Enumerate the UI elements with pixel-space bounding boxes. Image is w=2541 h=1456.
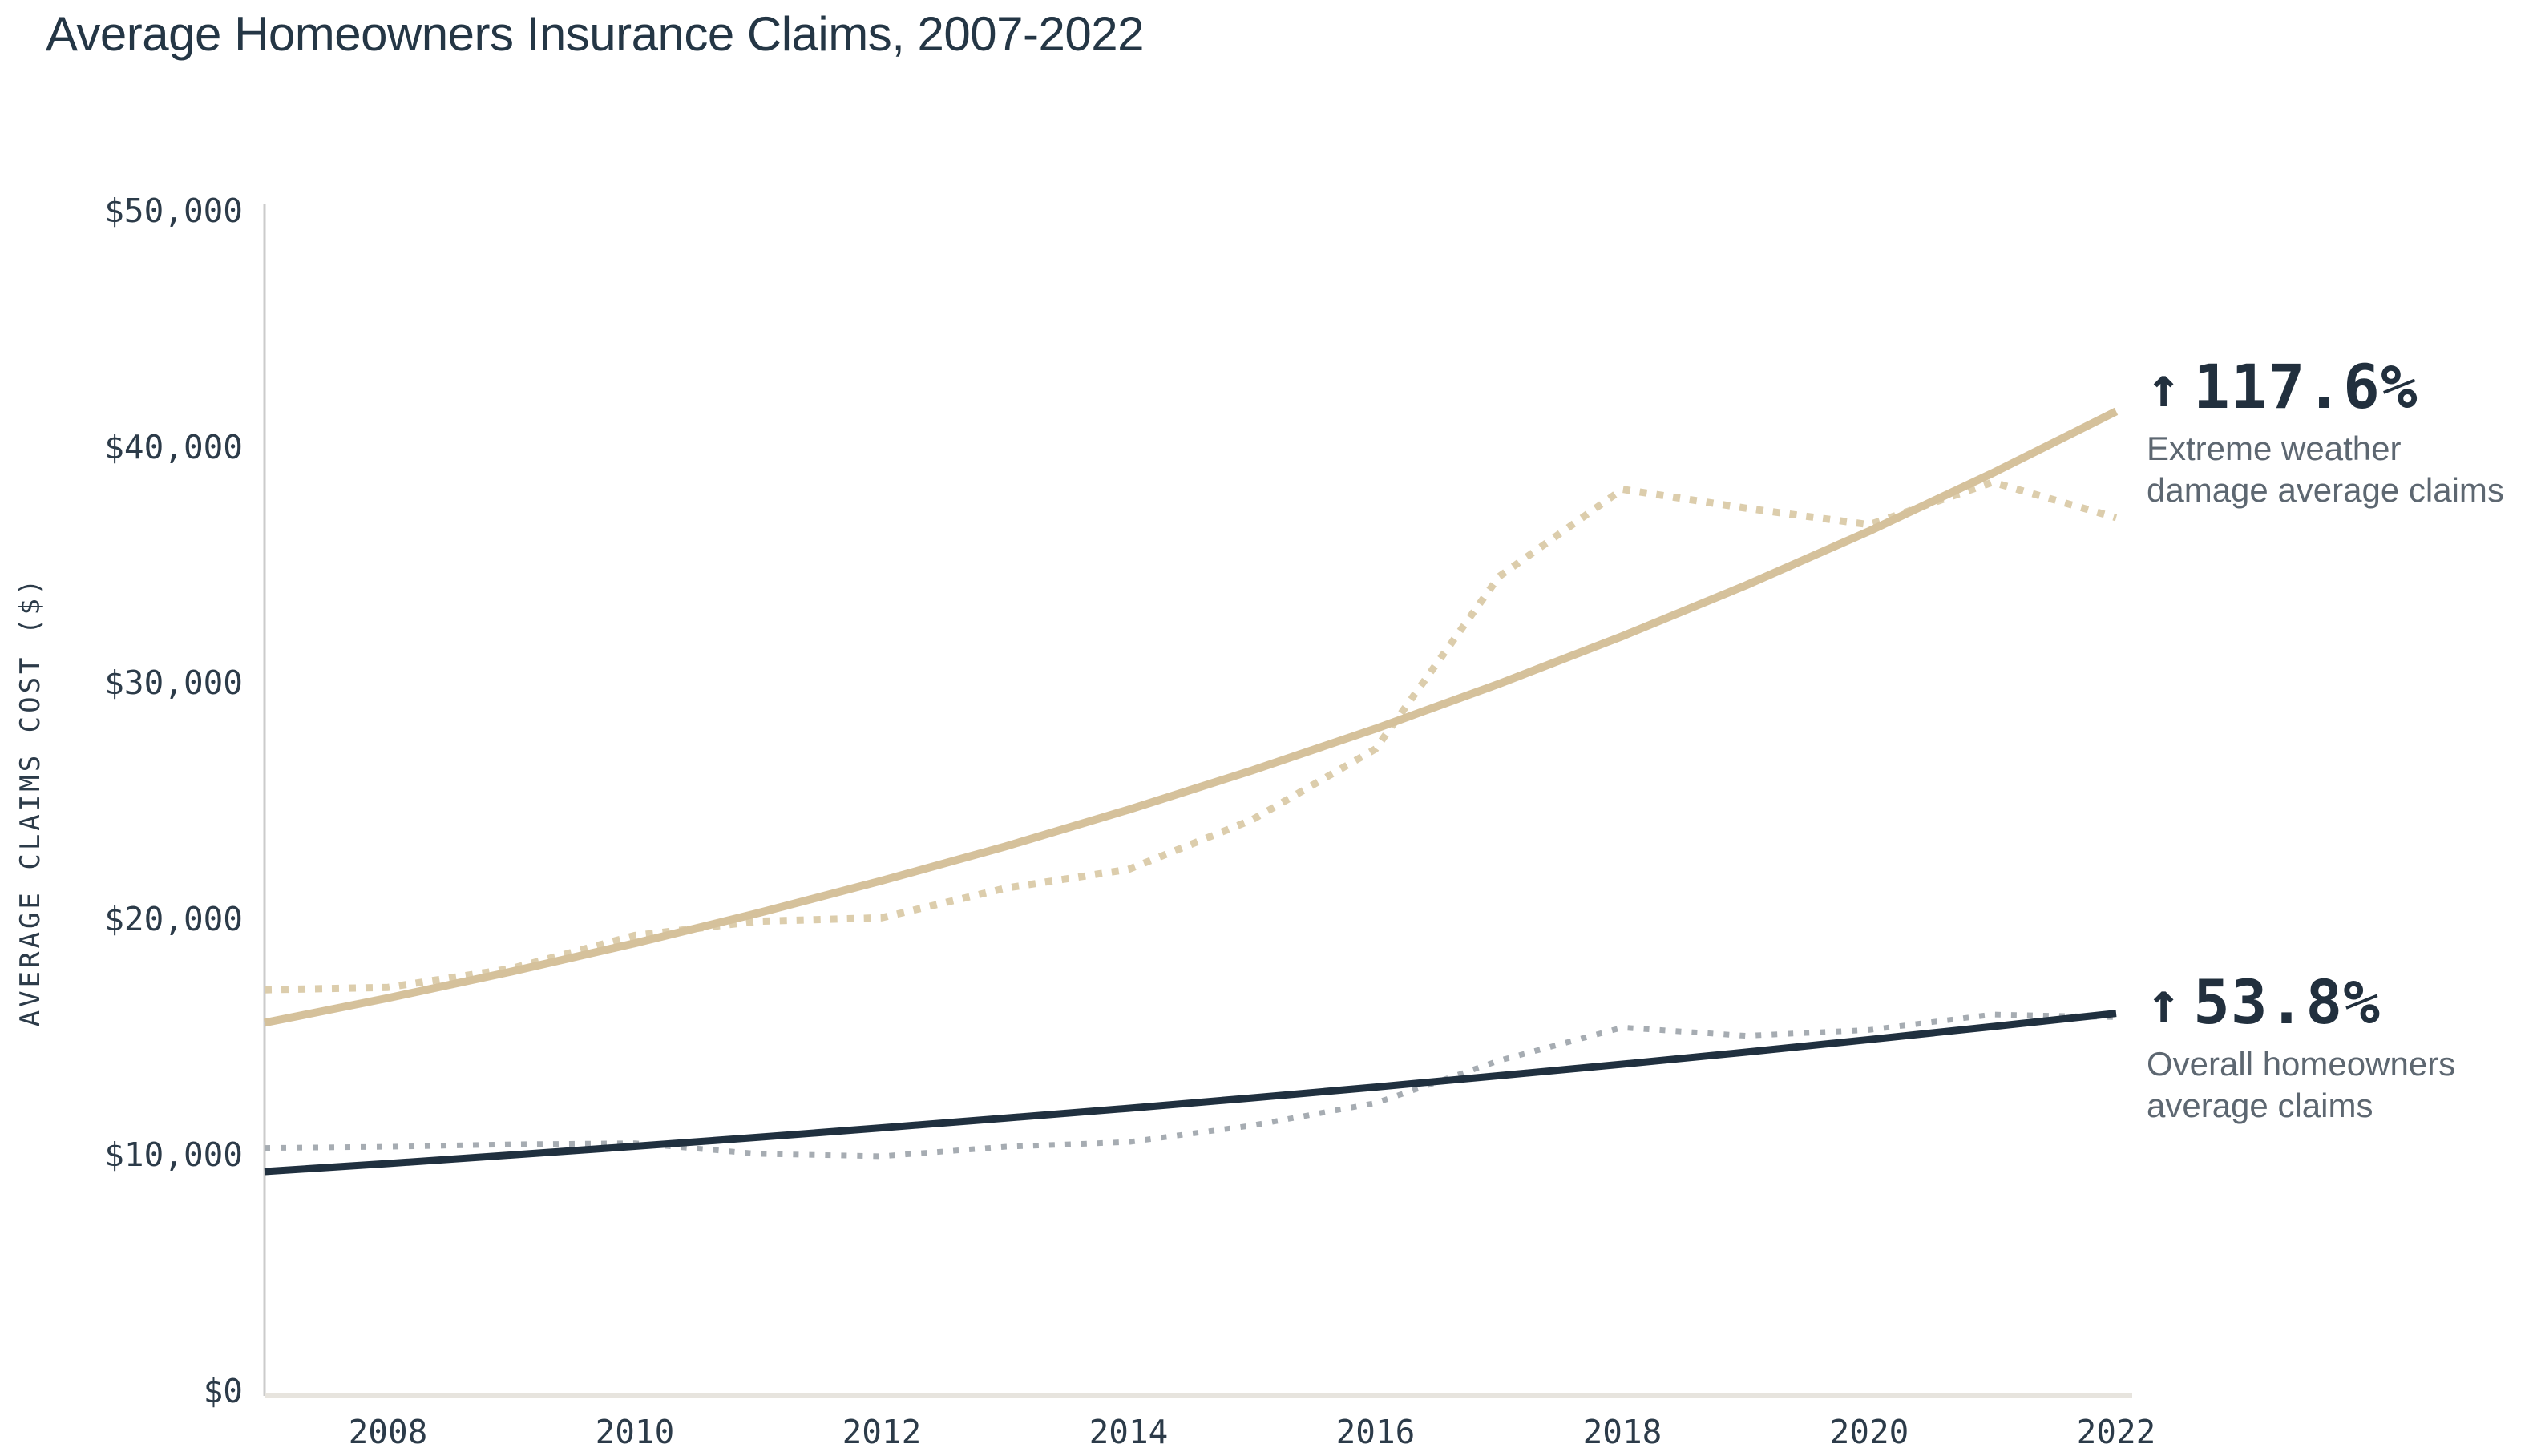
series-trend [264,1010,2117,1176]
x-tick-label: 2018 [1582,1413,1662,1451]
x-tick-label: 2012 [842,1413,922,1451]
extreme-series-label: Extreme weather damage average claims [2147,428,2531,511]
y-tick-label: $20,000 [104,899,243,938]
annotation-extreme-weather: ↑ 117.6% Extreme weather damage average … [2147,353,2531,511]
overall-series-label: Overall homeowners average claims [2147,1043,2531,1127]
series-trend [264,407,2119,1027]
x-tick-label: 2020 [1829,1413,1909,1451]
extreme-change-value: 117.6% [2193,351,2418,422]
up-arrow-icon: ↑ [2147,354,2181,420]
x-tick-label: 2008 [348,1413,428,1451]
annotation-overall-headline: ↑ 53.8% [2147,968,2531,1037]
x-tick-label: 2010 [595,1413,675,1451]
extreme-series-label-line2: damage average claims [2147,471,2504,509]
y-tick-label: $10,000 [104,1135,243,1175]
x-tick-label: 2016 [1335,1413,1416,1451]
y-tick-label: $40,000 [104,427,243,466]
annotation-extreme-headline: ↑ 117.6% [2147,353,2531,421]
overall-change-value: 53.8% [2193,966,2381,1038]
x-tick-label: 2014 [1089,1413,1169,1451]
extreme-series-label-line1: Extreme weather [2147,430,2402,467]
annotation-overall-homeowners: ↑ 53.8% Overall homeowners average claim… [2147,968,2531,1127]
series-actual [264,1011,2117,1160]
y-tick-label: $0 [203,1372,243,1410]
overall-series-label-line2: average claims [2147,1087,2373,1124]
up-arrow-icon: ↑ [2147,970,2181,1035]
overall-series-label-line1: Overall homeowners [2147,1045,2456,1083]
y-tick-label: $30,000 [104,663,243,703]
y-tick-label: $50,000 [104,192,243,230]
series-actual [264,478,2118,994]
page-title: Average Homeowners Insurance Claims, 200… [46,7,1144,61]
x-tick-label: 2022 [2076,1413,2156,1451]
